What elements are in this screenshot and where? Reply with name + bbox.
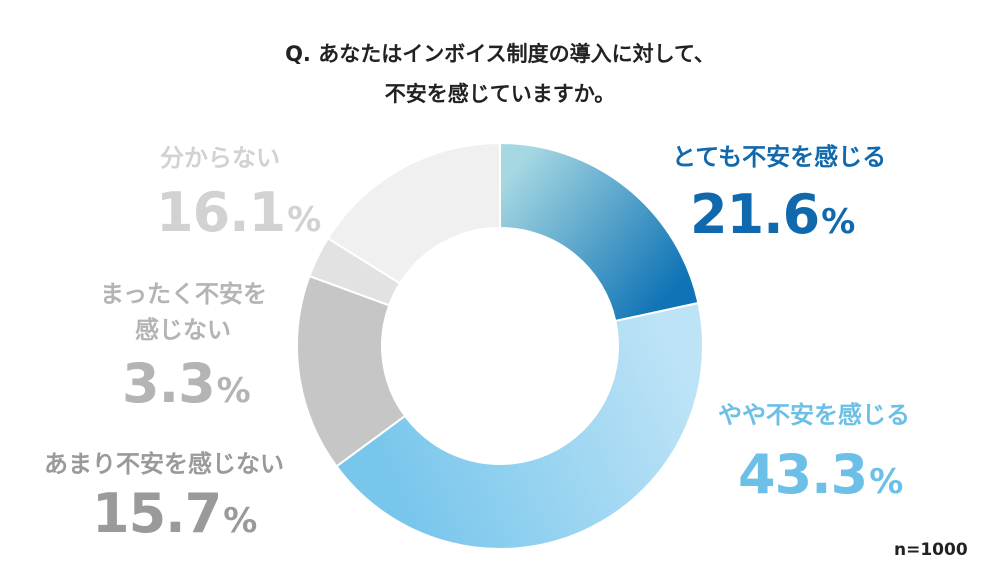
label-not-anxious-line-1: まったく不安を bbox=[100, 280, 268, 308]
value-not-very-anxious-percent: % bbox=[223, 501, 258, 541]
value-not-anxious: 3.3% bbox=[122, 357, 251, 411]
label-somewhat-anxious: やや不安を感じる bbox=[718, 401, 910, 429]
label-dont-know: 分からない bbox=[160, 144, 280, 172]
label-not-very-anxious: あまり不安を感じない bbox=[44, 450, 284, 478]
value-dont-know-number: 16.1 bbox=[156, 181, 286, 244]
chart-title-line-1: Q. あなたはインボイス制度の導入に対して、 bbox=[285, 42, 715, 66]
label-not-anxious-line-2: 感じない bbox=[135, 316, 231, 344]
value-very-anxious-number: 21.6 bbox=[690, 183, 820, 246]
value-dont-know-percent: % bbox=[287, 200, 322, 240]
value-very-anxious-percent: % bbox=[821, 202, 856, 242]
slice-somewhat-anxious bbox=[335, 301, 704, 550]
value-somewhat-anxious-number: 43.3 bbox=[738, 443, 868, 506]
chart-title-line-2: 不安を感じていますか。 bbox=[384, 82, 616, 106]
value-not-anxious-percent: % bbox=[216, 371, 251, 411]
slice-dont-know bbox=[326, 141, 501, 285]
value-not-very-anxious-number: 15.7 bbox=[92, 482, 222, 545]
value-very-anxious: 21.6% bbox=[690, 188, 855, 242]
sample-size-note: n=1000 bbox=[894, 540, 968, 560]
label-very-anxious: とても不安を感じる bbox=[672, 143, 887, 171]
value-somewhat-anxious-percent: % bbox=[869, 462, 904, 502]
value-somewhat-anxious: 43.3% bbox=[738, 448, 903, 502]
value-dont-know: 16.1% bbox=[156, 186, 321, 240]
value-not-very-anxious: 15.7% bbox=[92, 487, 257, 541]
value-not-anxious-number: 3.3 bbox=[122, 352, 216, 415]
slice-very-anxious bbox=[499, 141, 700, 323]
